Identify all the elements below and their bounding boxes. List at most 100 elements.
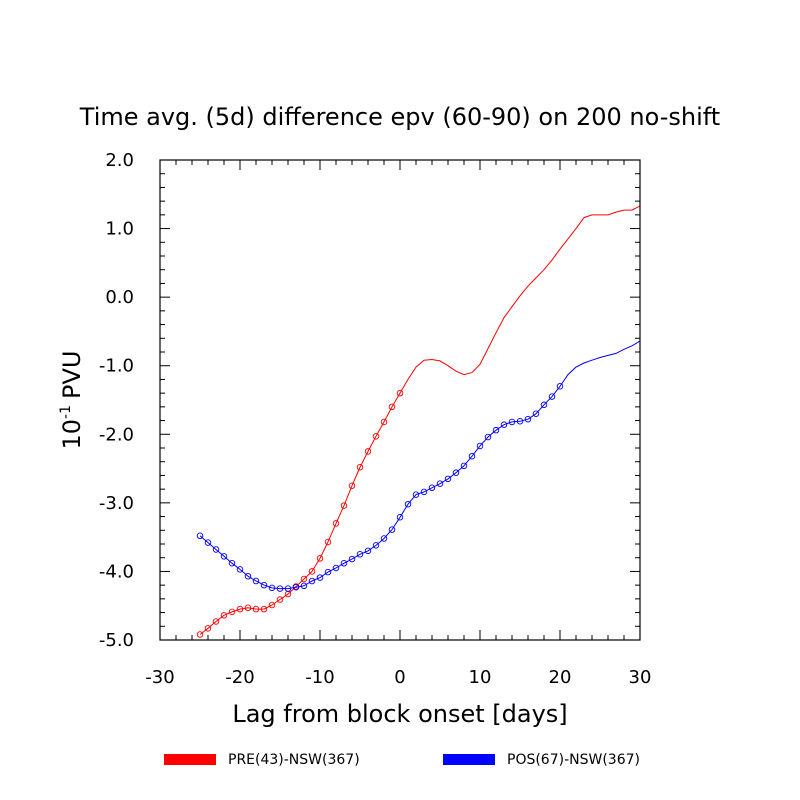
x-tick-label: 10 <box>469 667 492 688</box>
series-1-point <box>308 577 316 585</box>
series-1-point <box>284 585 292 592</box>
series-0-point <box>220 612 228 619</box>
series-0-point <box>276 596 284 603</box>
y-tick-label: 0.0 <box>105 287 134 308</box>
series-1-point <box>340 559 348 567</box>
series-1-point <box>316 574 324 581</box>
series-1-point <box>532 410 540 417</box>
series-0-point <box>316 555 324 562</box>
series-1-point <box>492 426 500 434</box>
series-1-point <box>292 583 300 591</box>
y-tick-label: -3.0 <box>99 493 134 514</box>
series-0-point <box>204 625 212 632</box>
series-1-point <box>444 475 452 483</box>
series-1-point <box>204 539 212 546</box>
series-1-point <box>236 566 244 573</box>
series-1-point <box>260 581 268 589</box>
series-0-point <box>348 482 356 489</box>
series-1-point <box>380 535 388 542</box>
series-line-0 <box>199 205 641 635</box>
series-0-point <box>300 575 308 583</box>
y-axis-title-base: 10 <box>58 419 86 450</box>
x-tick-label: 30 <box>629 667 652 688</box>
series-line-1 <box>199 340 641 590</box>
series-1-point <box>356 551 364 558</box>
x-axis-title: Lag from block onset [days] <box>232 700 567 728</box>
series-layer <box>196 205 641 638</box>
x-tick-label: -10 <box>305 667 334 688</box>
legend-label-pre: PRE(43)-NSW(367) <box>228 752 360 768</box>
y-tick-label: -1.0 <box>99 356 134 377</box>
series-0-point <box>396 389 404 397</box>
series-1-point <box>468 452 476 460</box>
series-1-point <box>252 577 260 585</box>
tick-label-layer: -30 -20 -10 0 10 20 30 -5.0 -4.0 -3.0 -2.0 -1.0 0.0 1… <box>99 150 652 688</box>
series-1-point <box>364 547 372 555</box>
series-1-point <box>244 572 252 580</box>
series-0-point <box>372 433 380 440</box>
y-tick-label: -5.0 <box>99 630 134 651</box>
series-0-point <box>332 520 340 527</box>
series-0-point <box>228 608 236 616</box>
y-axis-title: 10-1 PVU <box>58 351 86 450</box>
series-1-point <box>300 582 308 590</box>
series-0-point <box>364 448 372 455</box>
series-1-point <box>420 488 428 496</box>
series-0-point <box>388 403 396 411</box>
series-1-point <box>372 542 380 549</box>
series-1-point <box>452 469 460 476</box>
legend-swatch-pos <box>443 754 495 765</box>
series-1-point <box>428 484 436 492</box>
legend: PRE(43)-NSW(367) POS(67)-NSW(367) <box>164 752 640 768</box>
series-0-point <box>212 618 220 625</box>
series-1-point <box>508 418 516 426</box>
series-0-point <box>380 418 388 426</box>
series-1-point <box>276 585 284 592</box>
series-1-point <box>324 568 332 576</box>
series-0-point <box>244 604 252 612</box>
y-tick-label: 2.0 <box>105 150 134 171</box>
series-0-point <box>324 538 332 546</box>
y-axis-title-unit: PVU <box>58 351 86 399</box>
series-0-point <box>196 631 204 638</box>
series-1-point <box>476 442 484 450</box>
legend-swatch-pre <box>164 754 216 765</box>
series-1-point <box>500 421 508 428</box>
series-1-point <box>268 584 276 592</box>
series-1-point <box>436 480 444 487</box>
legend-label-pos: POS(67)-NSW(367) <box>507 752 640 768</box>
series-1-point <box>196 532 204 540</box>
series-1-point <box>412 491 420 498</box>
series-1-point <box>460 462 468 470</box>
y-tick-label: -2.0 <box>99 424 134 445</box>
series-0-point <box>268 601 276 609</box>
series-1-point <box>516 418 524 425</box>
series-1-point <box>548 393 556 400</box>
series-0-point <box>252 605 260 613</box>
series-1-point <box>220 553 228 560</box>
x-tick-label: -30 <box>145 667 174 688</box>
y-axis-title-exponent: -1 <box>58 405 74 419</box>
series-1-point <box>540 401 548 409</box>
series-0-point <box>236 605 244 613</box>
series-1-point <box>396 514 404 521</box>
series-0-point <box>308 568 316 575</box>
series-1-point <box>212 546 220 553</box>
series-1-point <box>556 383 564 390</box>
plot-frame <box>159 159 641 641</box>
x-tick-label: -20 <box>225 667 254 688</box>
series-1-point <box>524 415 532 423</box>
y-tick-label: -4.0 <box>99 561 134 582</box>
series-1-point <box>332 564 340 572</box>
series-0-point <box>356 463 364 471</box>
series-1-point <box>404 500 412 508</box>
x-tick-label: 20 <box>549 667 572 688</box>
series-1-point <box>388 526 396 533</box>
x-tick-label: 0 <box>394 667 405 688</box>
series-0-point <box>260 605 268 613</box>
y-tick-label: 1.0 <box>105 219 134 240</box>
series-0-point <box>340 502 348 509</box>
series-1-point <box>348 555 356 563</box>
series-1-point <box>484 433 492 441</box>
